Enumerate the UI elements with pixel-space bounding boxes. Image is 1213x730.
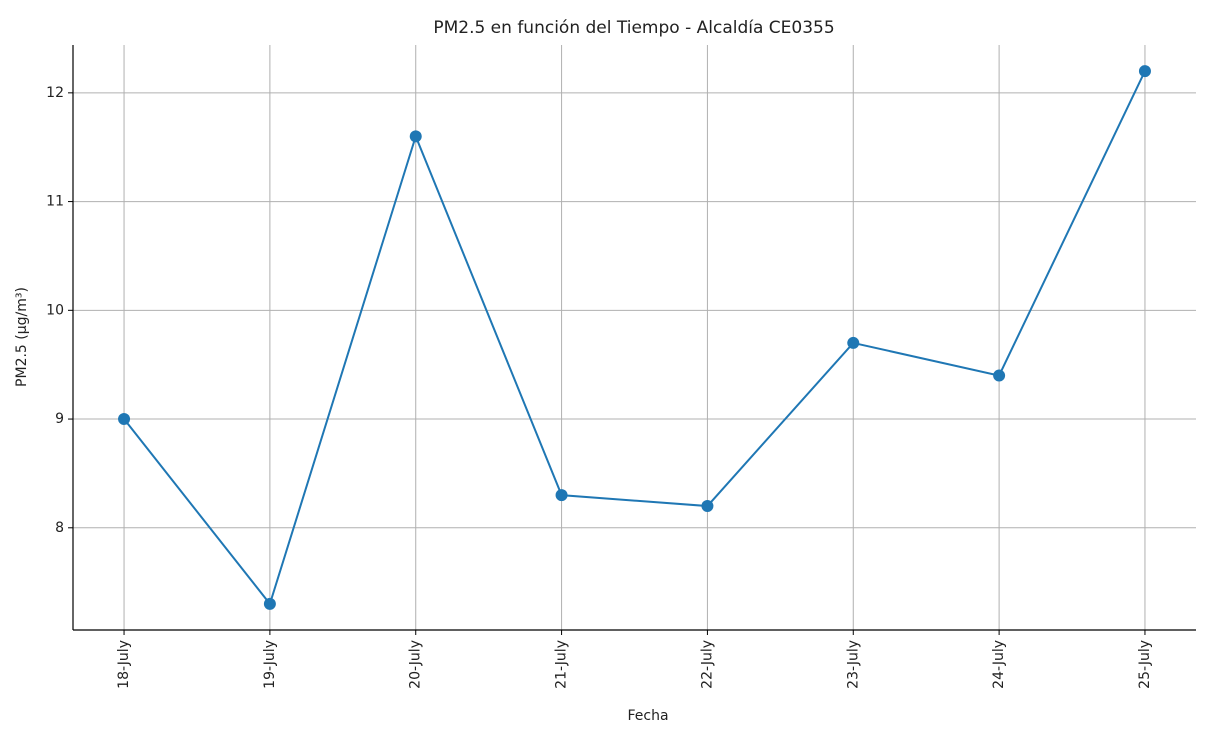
x-tick-label: 21-July <box>554 640 570 689</box>
marker <box>1138 65 1151 78</box>
x-axis-label: Fecha <box>627 708 668 724</box>
marker <box>263 597 276 610</box>
x-tick-label: 23-July <box>845 640 861 689</box>
marker <box>555 489 568 502</box>
y-tick-label: 8 <box>55 520 64 536</box>
line <box>123 70 1146 607</box>
marker <box>701 500 714 513</box>
x-tick-label: 22-July <box>699 640 715 689</box>
x-tick-label: 25-July <box>1137 640 1153 689</box>
y-tick-label: 9 <box>55 411 64 427</box>
x-tick-label: 24-July <box>991 640 1007 689</box>
marker <box>409 130 422 143</box>
y-tick-label: 12 <box>46 85 64 101</box>
marker <box>847 336 860 349</box>
chart-title: PM2.5 en función del Tiempo - Alcaldía C… <box>433 18 834 38</box>
y-tick-label: 10 <box>46 302 64 318</box>
x-tick-label: 18-July <box>116 640 132 689</box>
y-tick-label: 11 <box>46 194 64 210</box>
marker <box>118 413 131 426</box>
y-axis-label: PM2.5 (µg/m³) <box>14 287 30 387</box>
x-tick-label: 20-July <box>408 640 424 689</box>
marker <box>993 369 1006 382</box>
x-tick-label: 19-July <box>262 640 278 689</box>
